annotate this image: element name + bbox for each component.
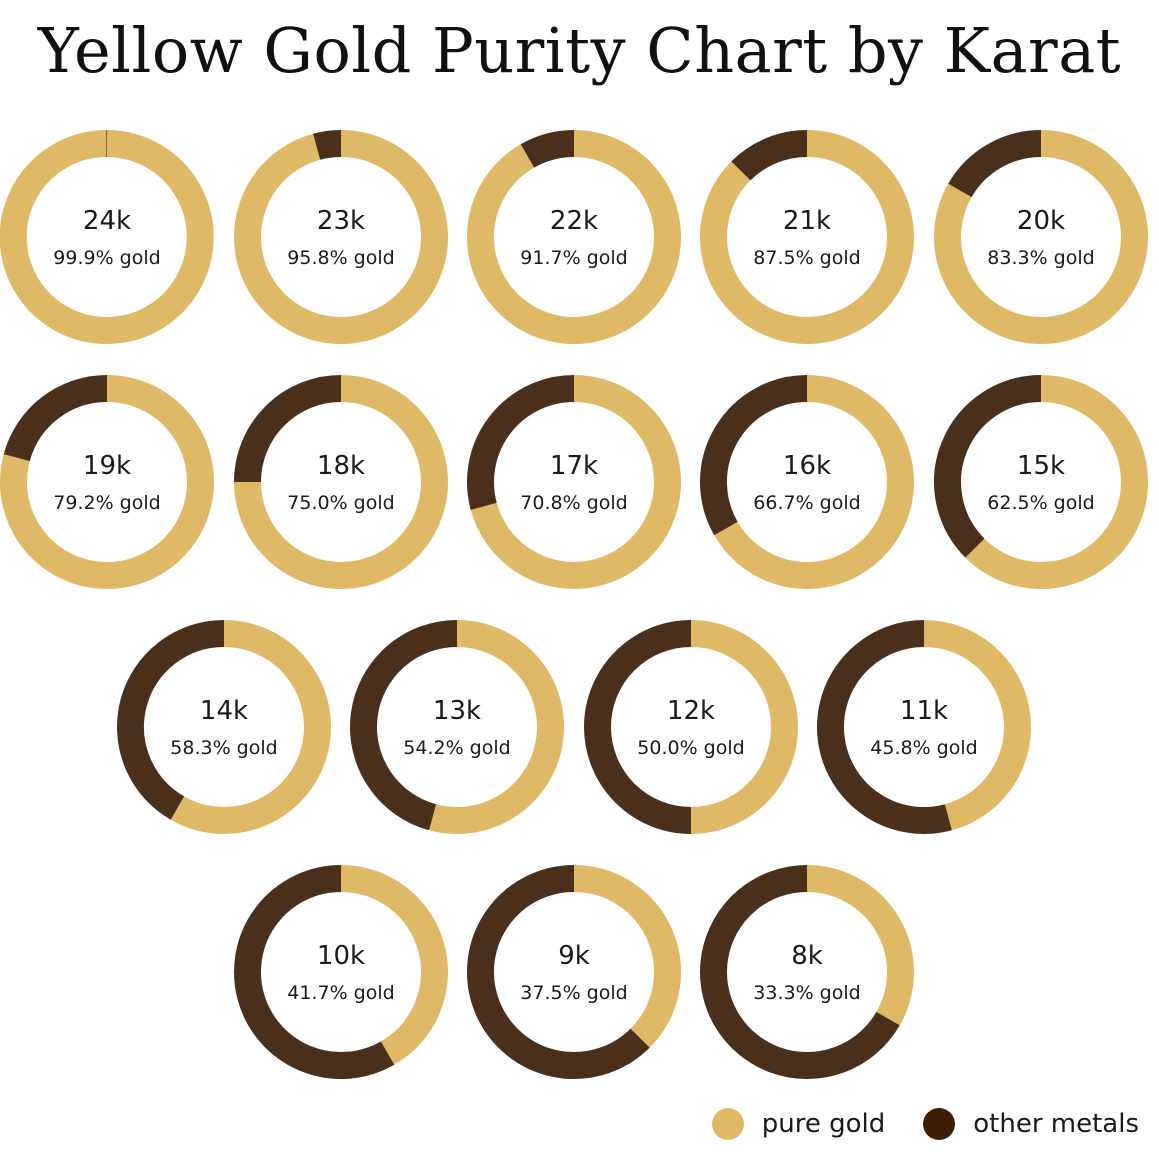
- gold-percent-label: 54.2% gold: [403, 737, 510, 759]
- karat-label: 24k: [83, 206, 131, 236]
- pure-gold-slice: [234, 130, 448, 344]
- gold-percent-label: 62.5% gold: [987, 492, 1094, 514]
- donut-19k: 19k 79.2% gold: [0, 375, 214, 589]
- other-metals-slice: [934, 375, 1042, 558]
- karat-label: 15k: [1017, 451, 1065, 481]
- donut-20k: 20k 83.3% gold: [934, 130, 1148, 344]
- donut-8k: 8k 33.3% gold: [700, 865, 914, 1079]
- pure-gold-swatch: [711, 1108, 744, 1140]
- gold-percent-label: 45.8% gold: [870, 737, 977, 759]
- donut-13k: 13k 54.2% gold: [350, 620, 564, 834]
- other-metals-slice: [3, 375, 108, 462]
- pure-gold-slice: [573, 865, 681, 1048]
- other-metals-slice: [313, 130, 342, 160]
- gold-percent-label: 95.8% gold: [287, 247, 394, 269]
- karat-label: 20k: [1017, 206, 1065, 236]
- gold-percent-label: 33.3% gold: [753, 982, 860, 1004]
- legend-item-other-metals: other metals: [923, 1108, 1139, 1140]
- legend-item-pure-gold: pure gold: [711, 1108, 886, 1140]
- other-metals-slice: [584, 620, 692, 834]
- other-metals-swatch: [923, 1108, 956, 1140]
- pure-gold-slice: [234, 375, 448, 589]
- gold-percent-label: 37.5% gold: [520, 982, 627, 1004]
- gold-percent-label: 87.5% gold: [753, 247, 860, 269]
- pure-gold-slice: [714, 375, 914, 589]
- gold-percent-label: 41.7% gold: [287, 982, 394, 1004]
- karat-label: 21k: [783, 206, 831, 236]
- other-metals-slice: [467, 375, 575, 510]
- karat-label: 8k: [791, 941, 823, 971]
- gold-percent-label: 91.7% gold: [520, 247, 627, 269]
- legend-label-pure-gold: pure gold: [761, 1109, 886, 1139]
- pure-gold-slice: [470, 375, 681, 589]
- donut-12k: 12k 50.0% gold: [584, 620, 798, 834]
- pure-gold-slice: [467, 130, 681, 344]
- donut-22k: 22k 91.7% gold: [467, 130, 681, 344]
- karat-label: 13k: [433, 696, 481, 726]
- other-metals-slice: [731, 130, 808, 181]
- karat-label: 22k: [550, 206, 598, 236]
- other-metals-slice: [520, 130, 575, 168]
- pure-gold-slice: [934, 130, 1148, 344]
- other-metals-slice: [700, 375, 808, 536]
- other-metals-slice: [948, 130, 1042, 198]
- gold-percent-label: 50.0% gold: [637, 737, 744, 759]
- donut-14k: 14k 58.3% gold: [117, 620, 331, 834]
- gold-percent-label: 66.7% gold: [753, 492, 860, 514]
- karat-label: 17k: [550, 451, 598, 481]
- gold-percent-label: 79.2% gold: [53, 492, 160, 514]
- karat-label: 19k: [83, 451, 131, 481]
- pure-gold-slice: [690, 620, 798, 834]
- karat-label: 23k: [317, 206, 365, 236]
- donut-9k: 9k 37.5% gold: [467, 865, 681, 1079]
- pure-gold-slice: [340, 865, 448, 1065]
- other-metals-slice: [117, 620, 225, 820]
- donut-18k: 18k 75.0% gold: [234, 375, 448, 589]
- other-metals-slice: [467, 865, 650, 1079]
- other-metals-slice: [234, 865, 395, 1079]
- karat-label: 11k: [900, 696, 948, 726]
- karat-label: 10k: [317, 941, 365, 971]
- legend-label-other-metals: other metals: [973, 1109, 1139, 1139]
- donut-10k: 10k 41.7% gold: [234, 865, 448, 1079]
- pure-gold-slice: [965, 375, 1148, 589]
- karat-label: 9k: [558, 941, 590, 971]
- karat-label: 12k: [667, 696, 715, 726]
- donut-17k: 17k 70.8% gold: [467, 375, 681, 589]
- pure-gold-slice: [700, 130, 914, 344]
- gold-percent-label: 99.9% gold: [53, 247, 160, 269]
- karat-label: 18k: [317, 451, 365, 481]
- donut-21k: 21k 87.5% gold: [700, 130, 914, 344]
- gold-percent-label: 75.0% gold: [287, 492, 394, 514]
- pure-gold-slice: [923, 620, 1031, 831]
- other-metals-slice: [234, 375, 342, 483]
- pure-gold-slice: [170, 620, 331, 834]
- donut-23k: 23k 95.8% gold: [234, 130, 448, 344]
- donut-11k: 11k 45.8% gold: [817, 620, 1031, 834]
- karat-label: 14k: [200, 696, 248, 726]
- other-metals-slice: [350, 620, 458, 831]
- karat-label: 16k: [783, 451, 831, 481]
- gold-percent-label: 58.3% gold: [170, 737, 277, 759]
- legend: pure gold other metals: [674, 1108, 1139, 1140]
- other-metals-slice: [700, 865, 900, 1079]
- donut-24k: 24k 99.9% gold: [0, 129, 214, 344]
- pure-gold-slice: [806, 865, 914, 1026]
- gold-percent-label: 70.8% gold: [520, 492, 627, 514]
- page-title: Yellow Gold Purity Chart by Karat: [37, 14, 1122, 87]
- gold-percent-label: 83.3% gold: [987, 247, 1094, 269]
- pure-gold-slice: [0, 130, 214, 344]
- pure-gold-slice: [0, 375, 214, 589]
- donut-16k: 16k 66.7% gold: [700, 375, 914, 589]
- donut-15k: 15k 62.5% gold: [934, 375, 1148, 589]
- pure-gold-slice: [429, 620, 564, 834]
- other-metals-slice: [817, 620, 952, 834]
